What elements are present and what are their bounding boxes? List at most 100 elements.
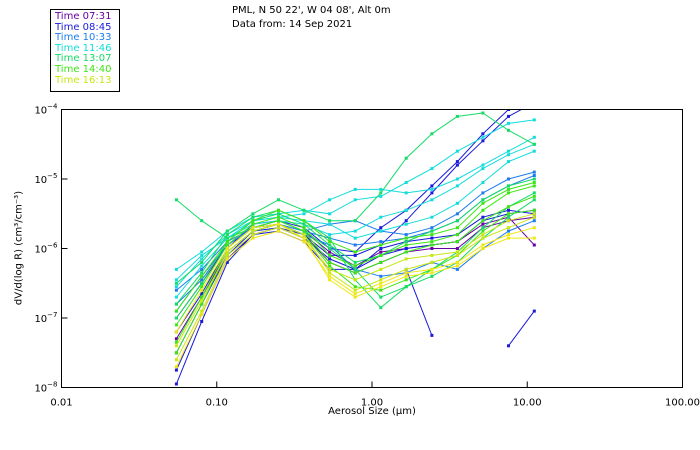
series bbox=[174, 184, 536, 327]
data-point bbox=[532, 170, 536, 174]
data-point bbox=[430, 236, 434, 240]
data-point bbox=[404, 267, 408, 271]
series bbox=[174, 181, 536, 313]
data-point bbox=[174, 198, 178, 202]
data-point bbox=[353, 267, 357, 271]
data-point bbox=[430, 215, 434, 219]
data-point bbox=[302, 229, 306, 233]
data-point bbox=[353, 253, 357, 257]
data-point bbox=[455, 219, 459, 223]
data-point bbox=[507, 149, 510, 153]
data-point bbox=[328, 233, 332, 237]
data-point bbox=[430, 247, 434, 250]
y-tick-label: 10−8 bbox=[34, 381, 57, 395]
data-point bbox=[302, 222, 306, 226]
data-point bbox=[353, 187, 357, 191]
data-point bbox=[251, 222, 255, 226]
data-point bbox=[379, 243, 383, 247]
data-point bbox=[328, 212, 332, 216]
data-point bbox=[430, 274, 434, 278]
data-point bbox=[225, 236, 229, 240]
series bbox=[174, 222, 536, 334]
data-point bbox=[455, 260, 459, 264]
data-point bbox=[225, 247, 229, 250]
data-point bbox=[455, 177, 459, 181]
data-point bbox=[302, 208, 306, 212]
data-point bbox=[404, 243, 408, 247]
data-point bbox=[225, 250, 229, 254]
data-point bbox=[533, 105, 536, 108]
legend-item: Time 16:13 bbox=[55, 74, 112, 86]
data-point bbox=[404, 271, 408, 275]
data-point bbox=[404, 222, 408, 226]
data-point bbox=[481, 233, 485, 237]
data-point bbox=[532, 212, 536, 216]
data-point bbox=[353, 198, 357, 202]
data-point bbox=[532, 226, 536, 230]
data-point bbox=[302, 212, 306, 216]
x-tick-label: 100.00 bbox=[665, 398, 700, 409]
data-point bbox=[302, 236, 306, 240]
data-point bbox=[353, 288, 357, 292]
data-point bbox=[251, 236, 255, 240]
data-point bbox=[277, 222, 280, 226]
data-point bbox=[507, 128, 510, 132]
data-point bbox=[200, 260, 204, 264]
data-point bbox=[277, 215, 280, 219]
data-point bbox=[455, 264, 459, 268]
data-point bbox=[532, 219, 536, 223]
data-point bbox=[174, 365, 178, 369]
data-point bbox=[507, 215, 510, 219]
data-point bbox=[277, 212, 280, 216]
series-line bbox=[405, 269, 433, 336]
data-point bbox=[481, 181, 485, 184]
data-point bbox=[174, 267, 178, 271]
data-point bbox=[328, 260, 332, 264]
data-point bbox=[251, 226, 255, 230]
data-point bbox=[430, 184, 434, 188]
data-point bbox=[174, 295, 178, 299]
data-point bbox=[379, 267, 383, 271]
data-point bbox=[225, 243, 229, 247]
data-point bbox=[532, 149, 536, 153]
data-point bbox=[225, 257, 229, 261]
data-point bbox=[404, 240, 408, 244]
data-point bbox=[430, 243, 434, 247]
data-point bbox=[481, 167, 485, 171]
data-point bbox=[302, 240, 306, 244]
data-point bbox=[430, 191, 434, 195]
data-point bbox=[455, 212, 459, 216]
data-point bbox=[200, 278, 204, 282]
data-point bbox=[353, 264, 357, 268]
x-axis-ticks: 0.01 0.10 1.00 10.00 100.00 bbox=[50, 381, 700, 409]
data-point bbox=[507, 121, 510, 125]
data-point bbox=[174, 368, 178, 372]
data-point bbox=[481, 163, 485, 167]
data-point bbox=[200, 271, 204, 275]
data-point bbox=[328, 264, 332, 268]
data-point bbox=[430, 167, 434, 171]
data-point bbox=[174, 302, 178, 306]
x-axis-label: Aerosol Size (µm) bbox=[328, 406, 416, 417]
data-point bbox=[430, 229, 434, 233]
data-point bbox=[200, 219, 204, 223]
data-point bbox=[353, 250, 357, 254]
data-point bbox=[507, 160, 510, 164]
data-point bbox=[507, 205, 510, 209]
data-point bbox=[507, 236, 510, 240]
data-point bbox=[430, 260, 434, 264]
data-point bbox=[225, 260, 229, 264]
y-tick-label: 10−6 bbox=[34, 242, 58, 256]
data-point bbox=[353, 292, 357, 296]
y-axis-label: dV/d(log R) (cm³/cm⁻³) bbox=[13, 190, 25, 306]
data-point bbox=[200, 274, 204, 278]
data-point bbox=[174, 285, 178, 289]
data-point bbox=[328, 274, 332, 278]
data-point bbox=[225, 253, 229, 257]
y-axis-ticks: 10−4 10−5 10−6 10−7 10−8 bbox=[34, 103, 68, 395]
data-point bbox=[532, 135, 536, 139]
data-point bbox=[277, 198, 280, 202]
data-point bbox=[507, 212, 510, 216]
data-point bbox=[174, 278, 178, 282]
data-point bbox=[533, 101, 536, 104]
